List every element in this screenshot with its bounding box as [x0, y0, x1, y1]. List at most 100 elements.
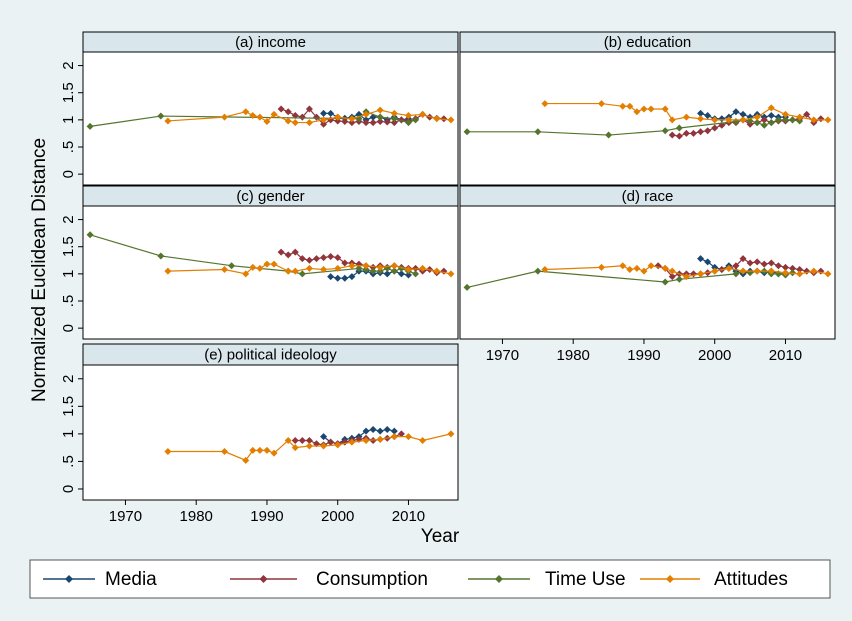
panel-title: (b) education	[604, 34, 692, 51]
point	[242, 270, 250, 278]
point	[376, 117, 384, 125]
point	[320, 120, 328, 128]
point	[682, 273, 690, 281]
point	[774, 116, 782, 124]
point	[298, 270, 306, 278]
y-tick-label: 0	[60, 170, 77, 178]
point	[803, 110, 811, 118]
point	[348, 273, 356, 281]
panel-title: (d) race	[622, 188, 674, 205]
point	[348, 119, 356, 127]
panel-title: (a) income	[235, 34, 306, 51]
legend-marker	[666, 575, 674, 583]
point	[291, 119, 299, 127]
point	[369, 263, 377, 271]
point	[397, 270, 405, 278]
y-tick-label: 1.5	[60, 82, 77, 103]
plot-area	[459, 51, 836, 186]
point	[789, 264, 797, 272]
y-axis-title: Normalized Euclidean Distance	[29, 138, 50, 402]
point	[298, 113, 306, 121]
point	[689, 129, 697, 137]
point	[824, 116, 832, 124]
point	[760, 116, 768, 124]
panel-strip	[82, 185, 459, 207]
point	[711, 124, 719, 132]
legend-marker	[65, 575, 73, 583]
point	[376, 113, 384, 121]
point	[334, 274, 342, 282]
point	[796, 113, 804, 121]
point	[256, 264, 264, 272]
point	[767, 112, 775, 120]
point	[760, 121, 768, 129]
point	[320, 116, 328, 124]
point	[404, 271, 412, 279]
point	[789, 116, 797, 124]
point	[327, 438, 335, 446]
point	[739, 255, 747, 263]
y-tick-label: 0	[60, 485, 77, 493]
point	[796, 270, 804, 278]
point	[732, 108, 740, 116]
point	[369, 119, 377, 127]
point	[697, 115, 705, 123]
x-tick-label: 1970	[109, 508, 142, 525]
point	[249, 263, 257, 271]
point	[228, 262, 236, 270]
point	[605, 131, 613, 139]
y-tick-label: 2	[60, 61, 77, 69]
point	[320, 433, 328, 441]
point	[753, 113, 761, 121]
y-tick-label: 0	[60, 324, 77, 332]
point	[284, 267, 292, 275]
point	[640, 267, 648, 275]
point	[256, 446, 264, 454]
point	[668, 131, 676, 139]
point	[697, 255, 705, 263]
point	[249, 112, 257, 120]
point	[767, 267, 775, 275]
point	[164, 448, 172, 456]
point	[369, 425, 377, 433]
panel-strip	[459, 31, 836, 53]
point	[732, 270, 740, 278]
x-tick-label: 1990	[627, 347, 660, 364]
legend-label: Time Use	[545, 569, 626, 590]
point	[327, 252, 335, 260]
point	[675, 275, 683, 283]
point	[739, 110, 747, 118]
point	[157, 252, 165, 260]
point	[86, 122, 94, 130]
legend-marker	[259, 575, 268, 583]
point	[412, 116, 420, 124]
y-tick-label: .5	[60, 295, 77, 308]
panel-strip	[82, 343, 459, 366]
point	[305, 256, 313, 264]
point	[390, 262, 398, 270]
point	[242, 456, 250, 464]
point	[725, 264, 733, 272]
point	[633, 264, 641, 272]
point	[711, 267, 719, 275]
point	[376, 263, 384, 271]
point	[277, 248, 285, 256]
point	[270, 449, 278, 457]
point	[291, 444, 299, 452]
point	[348, 262, 356, 270]
point	[383, 118, 391, 126]
y-tick-label: .5	[60, 455, 77, 468]
x-tick-label: 2010	[392, 508, 425, 525]
point	[781, 110, 789, 118]
point	[298, 436, 306, 444]
point	[270, 110, 278, 118]
point	[305, 436, 313, 444]
point	[341, 274, 349, 282]
point	[334, 113, 342, 121]
point	[369, 267, 377, 275]
point	[221, 113, 229, 121]
point	[284, 108, 292, 116]
point	[668, 267, 676, 275]
point	[433, 115, 441, 123]
point	[397, 430, 405, 438]
